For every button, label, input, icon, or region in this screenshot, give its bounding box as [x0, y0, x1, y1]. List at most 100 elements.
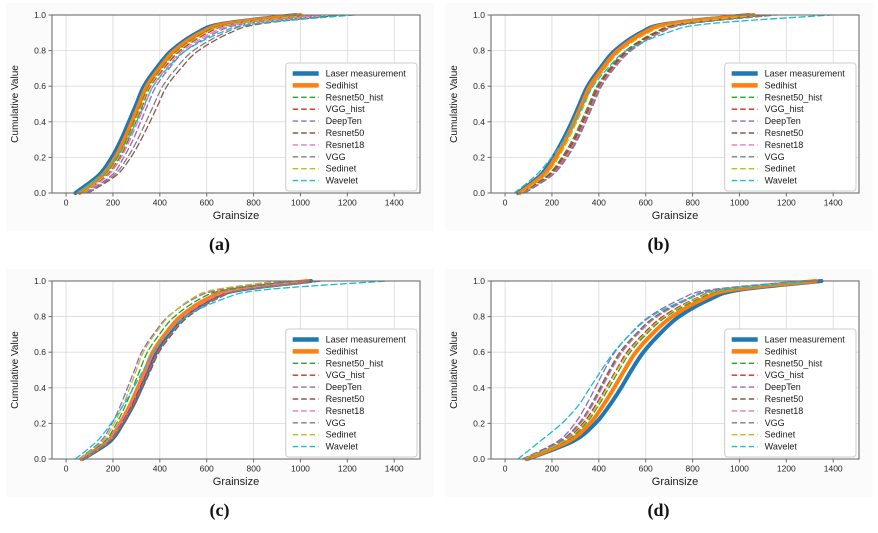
x-tick-label: 600 — [638, 198, 652, 208]
legend-label: Laser measurement — [764, 69, 845, 79]
panel-c: 0 200 400 600 800 1000 1200 1400 0.0 0.2 0.4 0.6 0.8… — [0, 266, 439, 533]
panel-b: 0 200 400 600 800 1000 1200 1400 0.0 0.2 0.4 0.6 0.8… — [439, 0, 878, 266]
legend-label: DeepTen — [325, 382, 361, 392]
y-tick-label: 0.6 — [34, 81, 46, 91]
x-tick-label: 400 — [152, 464, 166, 474]
legend-label: Resnet50_hist — [325, 358, 383, 368]
y-axis-label: Cumulative Value — [449, 331, 460, 409]
tick-labels: 0 200 400 600 800 1000 1200 1400 0.0 0.2 0.4 0.6 0.8… — [473, 276, 843, 474]
series-vgg-hist — [80, 280, 315, 460]
legend-label: Sedihist — [764, 80, 797, 90]
series-wavelet — [513, 14, 832, 194]
series-vgg — [523, 14, 774, 194]
axis-ticks — [487, 280, 834, 463]
series-resnet50-hist — [78, 280, 295, 460]
panel-caption-b: (b) — [647, 234, 670, 254]
legend-label: Resnet18 — [764, 140, 803, 150]
series-sedinet — [78, 280, 278, 460]
y-tick-label: 0.0 — [473, 454, 485, 464]
series-laser-measurement — [524, 279, 823, 461]
series-deepten — [84, 14, 325, 194]
series-deepten — [521, 280, 802, 460]
series-resnet50-hist — [523, 280, 812, 460]
series-deepten — [77, 280, 289, 460]
x-tick-label: 0 — [63, 464, 68, 474]
legend-label: Resnet50 — [325, 394, 364, 404]
series-resnet50 — [87, 14, 343, 194]
legend-label: VGG — [325, 152, 345, 162]
series-sedinet — [81, 14, 312, 194]
chart-a: 0 200 400 600 800 1000 1200 1400 0.0 0.2 0.4 0.6 0.8… — [5, 3, 434, 231]
legend-label: Resnet18 — [325, 140, 364, 150]
series-curves — [513, 13, 832, 195]
series-resnet50 — [81, 280, 322, 460]
tick-labels: 0 200 400 600 800 1000 1200 1400 0.0 0.2 0.4 0.6 0.8… — [473, 10, 843, 208]
x-tick-label: 1400 — [384, 464, 403, 474]
x-tick-label: 400 — [591, 198, 605, 208]
y-axis-label: Cumulative Value — [449, 65, 460, 143]
series-vgg — [81, 280, 320, 460]
y-tick-label: 0.4 — [34, 117, 46, 127]
panel-caption-c: (c) — [209, 500, 230, 520]
y-tick-label: 0.6 — [473, 81, 485, 91]
x-tick-label: 600 — [199, 198, 213, 208]
y-tick-label: 0.8 — [34, 312, 46, 322]
legend-label: Wavelet — [764, 442, 797, 452]
y-tick-label: 0.0 — [34, 188, 46, 198]
legend-label: VGG — [325, 418, 345, 428]
y-tick-label: 0.0 — [34, 454, 46, 464]
x-tick-label: 1000 — [290, 464, 309, 474]
x-tick-label: 200 — [105, 464, 119, 474]
x-axis-label: Grainsize — [651, 476, 697, 488]
x-tick-label: 1200 — [776, 464, 795, 474]
y-tick-label: 0.4 — [34, 383, 46, 393]
legend-label: Sedinet — [764, 164, 795, 174]
y-tick-label: 0.4 — [473, 383, 485, 393]
panel-caption-d: (d) — [647, 500, 670, 520]
series-vgg — [86, 14, 339, 194]
legend-label: Laser measurement — [325, 335, 406, 345]
legend-label: Sedinet — [325, 164, 356, 174]
x-tick-label: 1400 — [823, 464, 842, 474]
y-tick-label: 0.8 — [34, 46, 46, 56]
y-axis-label: Cumulative Value — [10, 65, 21, 143]
y-tick-label: 0.2 — [473, 152, 485, 162]
legend-frame — [284, 328, 417, 458]
legend-label: Resnet50_hist — [325, 92, 383, 102]
x-tick-label: 1200 — [776, 198, 795, 208]
x-tick-label: 800 — [246, 464, 260, 474]
plot-border — [50, 14, 421, 194]
legend-label: Sedinet — [325, 430, 356, 440]
series-curves — [72, 13, 355, 195]
y-tick-label: 0.2 — [34, 152, 46, 162]
legend-label: Resnet50 — [764, 394, 803, 404]
legend-label: Laser measurement — [764, 335, 845, 345]
x-tick-label: 1400 — [823, 198, 842, 208]
x-tick-label: 600 — [638, 464, 652, 474]
x-axis-label: Grainsize — [651, 210, 697, 222]
panel-d: 0 200 400 600 800 1000 1200 1400 0.0 0.2 0.4 0.6 0.8… — [439, 266, 878, 533]
series-resnet50-hist — [80, 14, 308, 194]
tick-labels: 0 200 400 600 800 1000 1200 1400 0.0 0.2 0.4 0.6 0.8… — [34, 10, 404, 208]
x-tick-label: 1000 — [729, 198, 748, 208]
x-tick-label: 200 — [105, 198, 119, 208]
x-tick-label: 600 — [199, 464, 213, 474]
panel-caption-a: (a) — [209, 234, 230, 254]
legend-label: DeepTen — [325, 116, 361, 126]
axis-ticks — [48, 14, 395, 197]
series-wavelet — [75, 14, 355, 194]
y-tick-label: 0.8 — [473, 46, 485, 56]
series-wavelet — [74, 280, 388, 460]
y-tick-label: 0.2 — [473, 418, 485, 428]
plot-border — [489, 14, 860, 194]
x-tick-label: 1000 — [290, 198, 309, 208]
x-tick-label: 1400 — [384, 198, 403, 208]
x-tick-label: 800 — [246, 198, 260, 208]
chart-canvas: 0 200 400 600 800 1000 1200 1400 0.0 0.2 0.4 0.6 0.8… — [10, 276, 421, 488]
series-vgg — [522, 280, 805, 460]
legend-label: Resnet18 — [325, 406, 364, 416]
y-tick-label: 1.0 — [473, 10, 485, 20]
